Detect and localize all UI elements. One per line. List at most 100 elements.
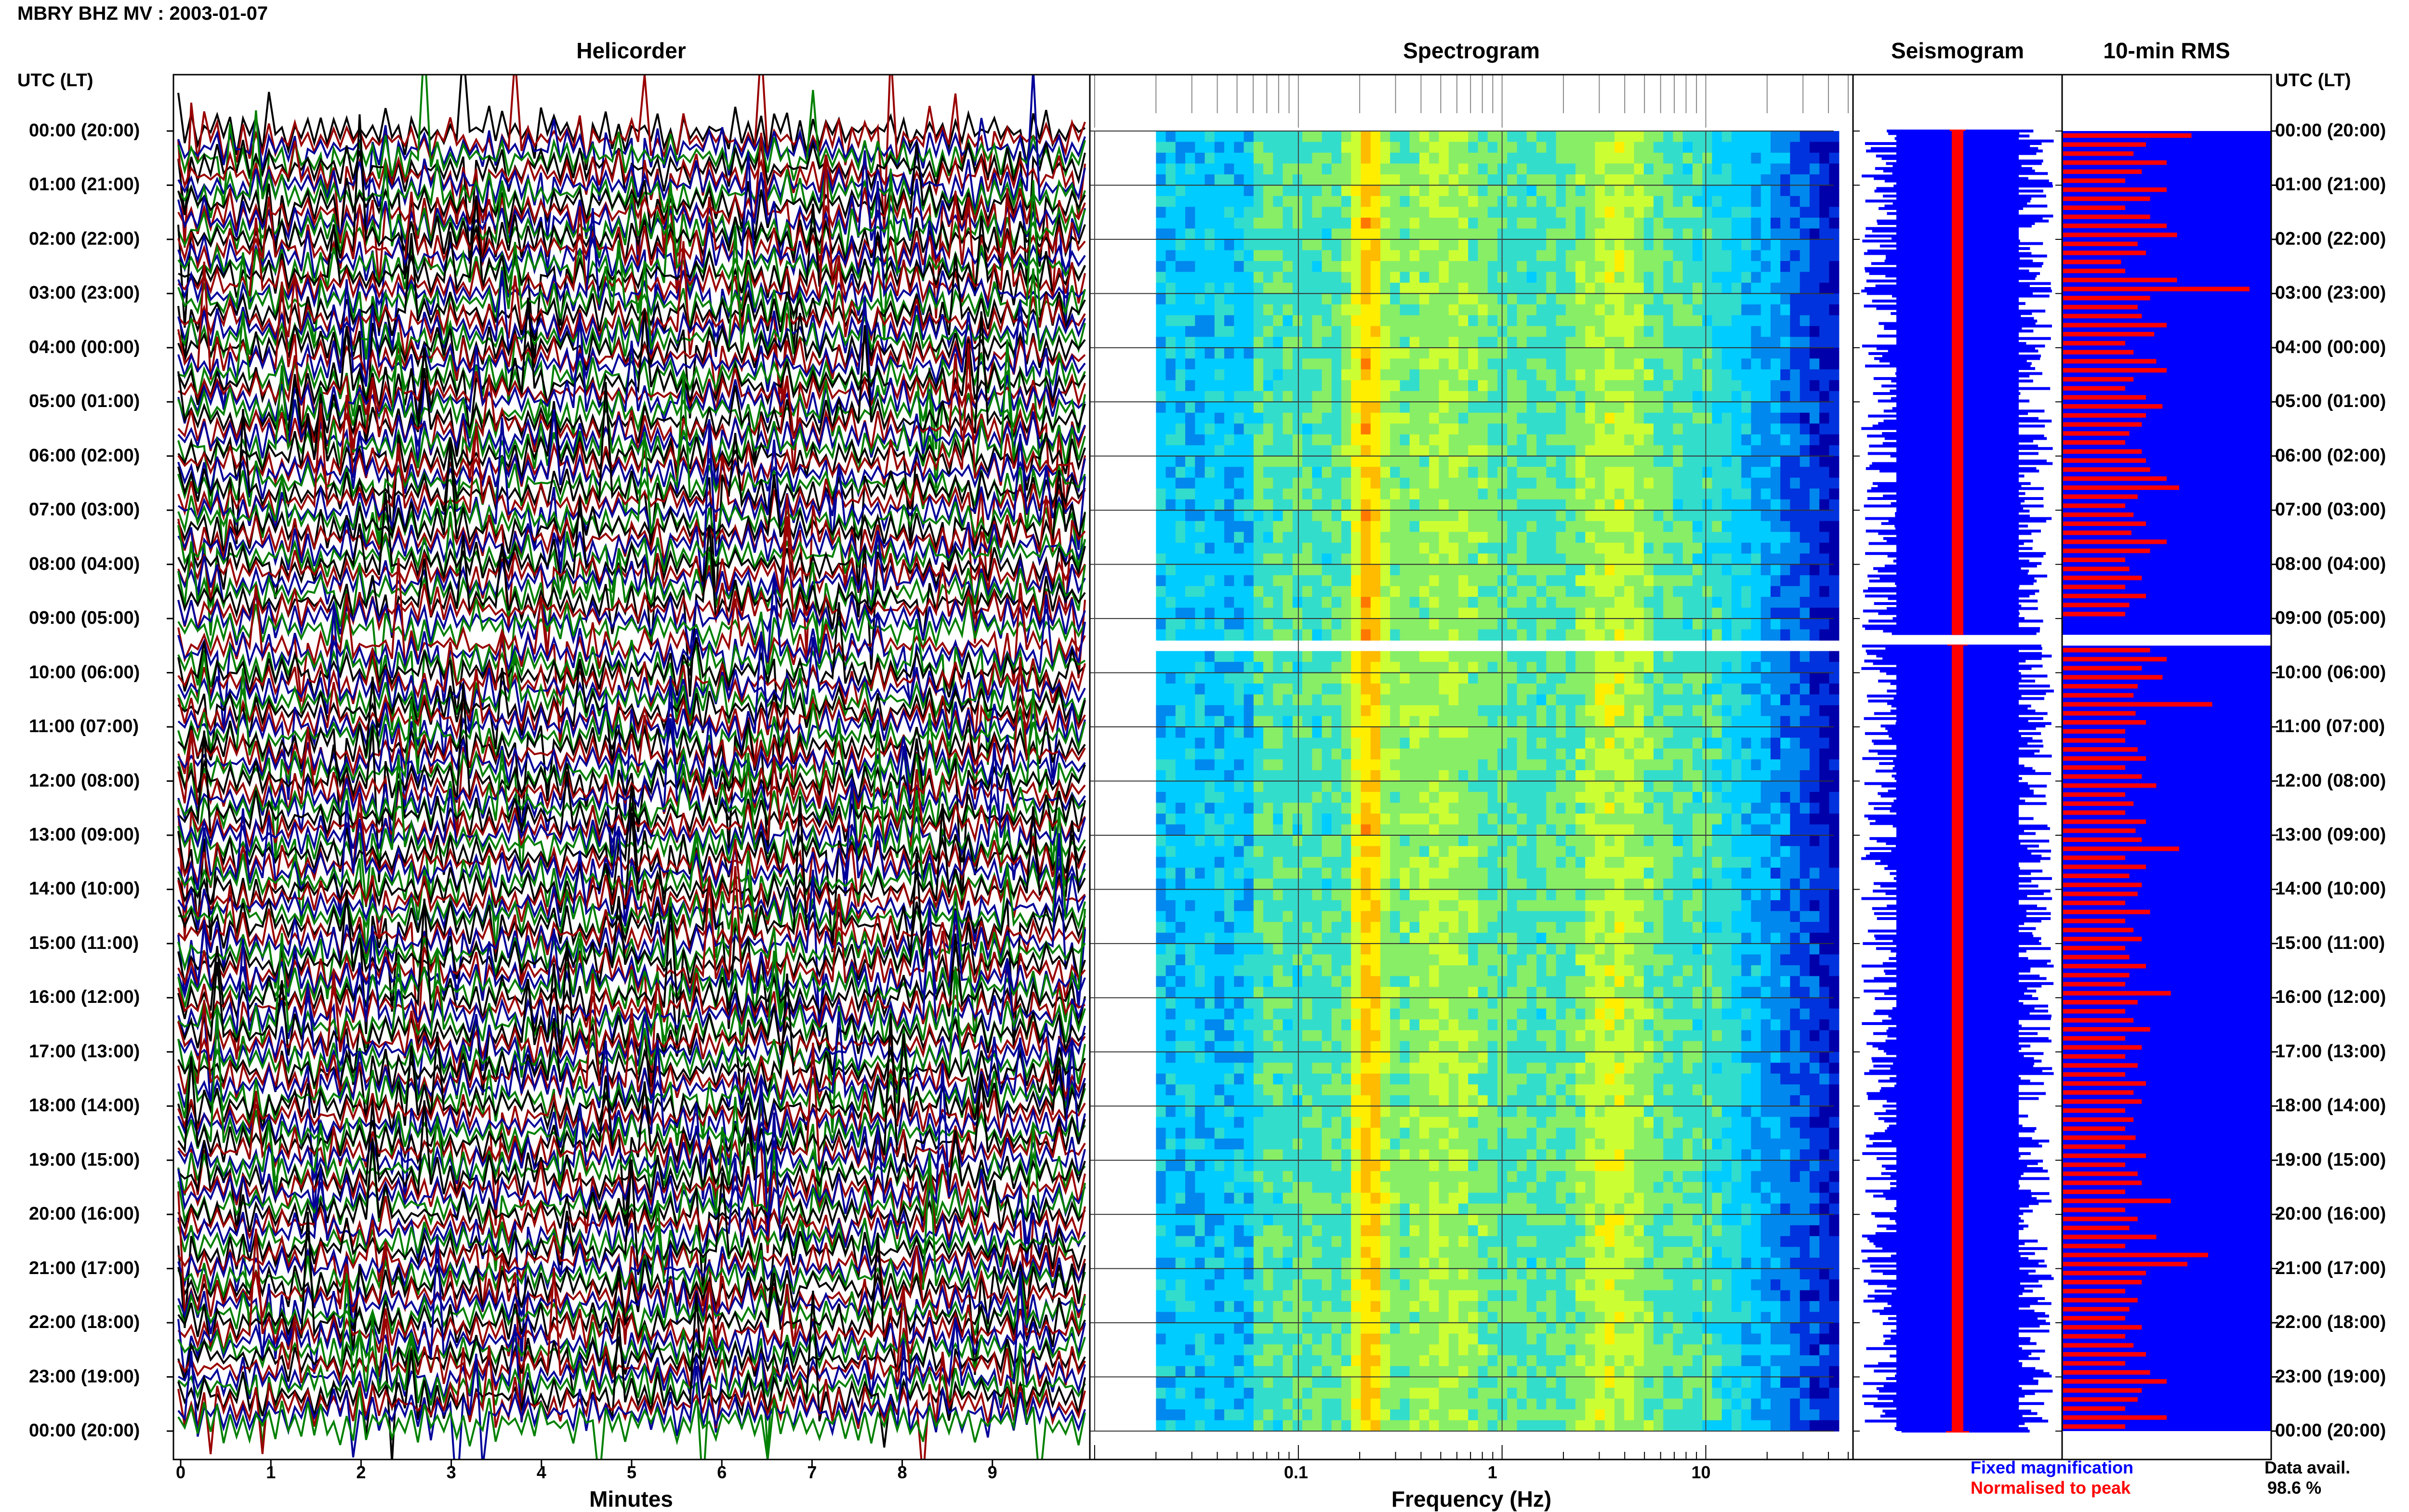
- legend-normalised: Normalised to peak: [1971, 1478, 2131, 1498]
- time-label-left: 10:00 (06:00): [29, 662, 140, 683]
- rms-bar: [2063, 314, 2142, 318]
- rms-bar: [2063, 287, 2250, 291]
- rms-bar: [2063, 422, 2142, 427]
- utc-header-left: UTC (LT): [17, 70, 93, 91]
- legend-fixed: Fixed magnification: [1971, 1458, 2134, 1477]
- rms-bar: [2063, 765, 2125, 770]
- rms-bar: [2063, 151, 2134, 156]
- helicorder-tick-label: 1: [266, 1462, 276, 1482]
- time-label-right: 13:00 (09:00): [2275, 824, 2386, 845]
- rms-bar: [2063, 1162, 2125, 1167]
- rms-bar: [2063, 440, 2125, 445]
- rms-bar: [2063, 485, 2179, 490]
- rms-bar: [2063, 431, 2130, 436]
- rms-bar: [2063, 1370, 2150, 1375]
- rms-bar: [2063, 260, 2121, 264]
- time-label-left: 19:00 (15:00): [29, 1149, 140, 1170]
- rms-bar: [2063, 801, 2134, 806]
- time-label-right: 10:00 (06:00): [2275, 662, 2386, 683]
- helicorder-tick-label: 6: [717, 1462, 727, 1482]
- rms-bar: [2063, 1307, 2130, 1312]
- rms-bar: [2063, 702, 2212, 707]
- rms-bar: [2063, 232, 2177, 237]
- rms-bar: [2063, 368, 2167, 373]
- rms-bar: [2063, 756, 2146, 761]
- rms-bar: [2063, 250, 2146, 255]
- helicorder-panel: [177, 75, 1086, 1459]
- time-label-left: 21:00 (17:00): [29, 1258, 140, 1278]
- rms-bar: [2063, 1343, 2134, 1348]
- rms-bar: [2063, 395, 2146, 400]
- time-label-right: 12:00 (08:00): [2275, 770, 2386, 791]
- rms-bar: [2063, 1063, 2138, 1068]
- rms-title: 10-min RMS: [2103, 38, 2230, 63]
- rms-bar: [2063, 377, 2134, 382]
- seismogram-title: Seismogram: [1891, 38, 2025, 63]
- rms-bar: [2063, 1081, 2146, 1086]
- time-label-right: 17:00 (13:00): [2275, 1041, 2386, 1062]
- rms-bar: [2063, 241, 2138, 246]
- time-label-right: 22:00 (18:00): [2275, 1312, 2386, 1333]
- rms-bar: [2063, 1000, 2138, 1005]
- rms-bar: [2063, 991, 2171, 996]
- spectrogram-tick-label: 10: [1691, 1462, 1711, 1482]
- rms-bar: [2063, 1027, 2150, 1032]
- rms-bar: [2063, 1361, 2125, 1366]
- time-label-right: 14:00 (10:00): [2275, 879, 2386, 899]
- rms-bar: [2063, 1252, 2208, 1258]
- panel-frames: [167, 74, 2278, 1467]
- page-title: MBRY BHZ MV : 2003-01-07: [17, 3, 268, 24]
- rms-bar: [2063, 1135, 2136, 1140]
- time-label-left: 04:00 (00:00): [29, 337, 140, 357]
- rms-bar: [2063, 928, 2134, 933]
- spectrogram-panel: [1090, 131, 1840, 1432]
- rms-bar: [2063, 1072, 2125, 1077]
- rms-bar: [2063, 350, 2134, 355]
- rms-bar: [2063, 593, 2146, 598]
- rms-bar: [2063, 1009, 2125, 1014]
- rms-bar: [2063, 548, 2150, 553]
- rms-bar: [2063, 214, 2150, 219]
- helicorder-tick-label: 0: [176, 1462, 186, 1482]
- helicorder-tick-label: 3: [446, 1462, 456, 1482]
- time-label-left: 13:00 (09:00): [29, 824, 140, 845]
- rms-bar: [2063, 1352, 2146, 1357]
- rms-bar: [2063, 476, 2167, 481]
- rms-bar: [2063, 196, 2150, 201]
- time-label-left: 01:00 (21:00): [29, 174, 140, 195]
- time-label-left: 11:00 (07:00): [29, 716, 139, 737]
- time-label-left: 06:00 (02:00): [29, 445, 140, 466]
- rms-bar: [2063, 846, 2179, 851]
- rms-bar: [2063, 1325, 2142, 1330]
- rms-panel: [2062, 131, 2271, 1431]
- rms-bar: [2063, 1216, 2138, 1222]
- rms-bar: [2063, 1424, 2125, 1429]
- time-label-left: 18:00 (14:00): [29, 1095, 140, 1116]
- helicorder-tick-label: 4: [536, 1462, 546, 1482]
- time-label-left: 07:00 (03:00): [29, 500, 140, 520]
- rms-bar: [2063, 603, 2130, 607]
- rms-bar: [2063, 1099, 2142, 1104]
- rms-bar: [2063, 693, 2134, 698]
- helicorder-tick-label: 9: [987, 1462, 997, 1482]
- rms-bar: [2063, 1108, 2125, 1113]
- rms-bar: [2063, 160, 2167, 165]
- spectrogram-tick-label: 0.1: [1284, 1462, 1308, 1482]
- rms-bar: [2063, 341, 2125, 346]
- time-label-right: 09:00 (05:00): [2275, 608, 2386, 629]
- time-label-right: 18:00 (14:00): [2275, 1095, 2386, 1116]
- rms-bar: [2063, 720, 2146, 725]
- spectrogram-xlabel: Frequency (Hz): [1391, 1486, 1552, 1512]
- time-label-left: 08:00 (04:00): [29, 553, 140, 574]
- rms-bar: [2063, 1144, 2125, 1149]
- rms-bar: [2063, 1189, 2125, 1194]
- rms-bar: [2063, 828, 2136, 833]
- rms-bar: [2063, 323, 2167, 328]
- rms-bar: [2063, 1316, 2125, 1321]
- time-label-right: 21:00 (17:00): [2275, 1258, 2386, 1278]
- rms-bar: [2063, 449, 2142, 454]
- time-label-right: 19:00 (15:00): [2275, 1149, 2386, 1170]
- time-label-right: 08:00 (04:00): [2275, 553, 2386, 574]
- spectrogram-tick-label: 1: [1487, 1462, 1497, 1482]
